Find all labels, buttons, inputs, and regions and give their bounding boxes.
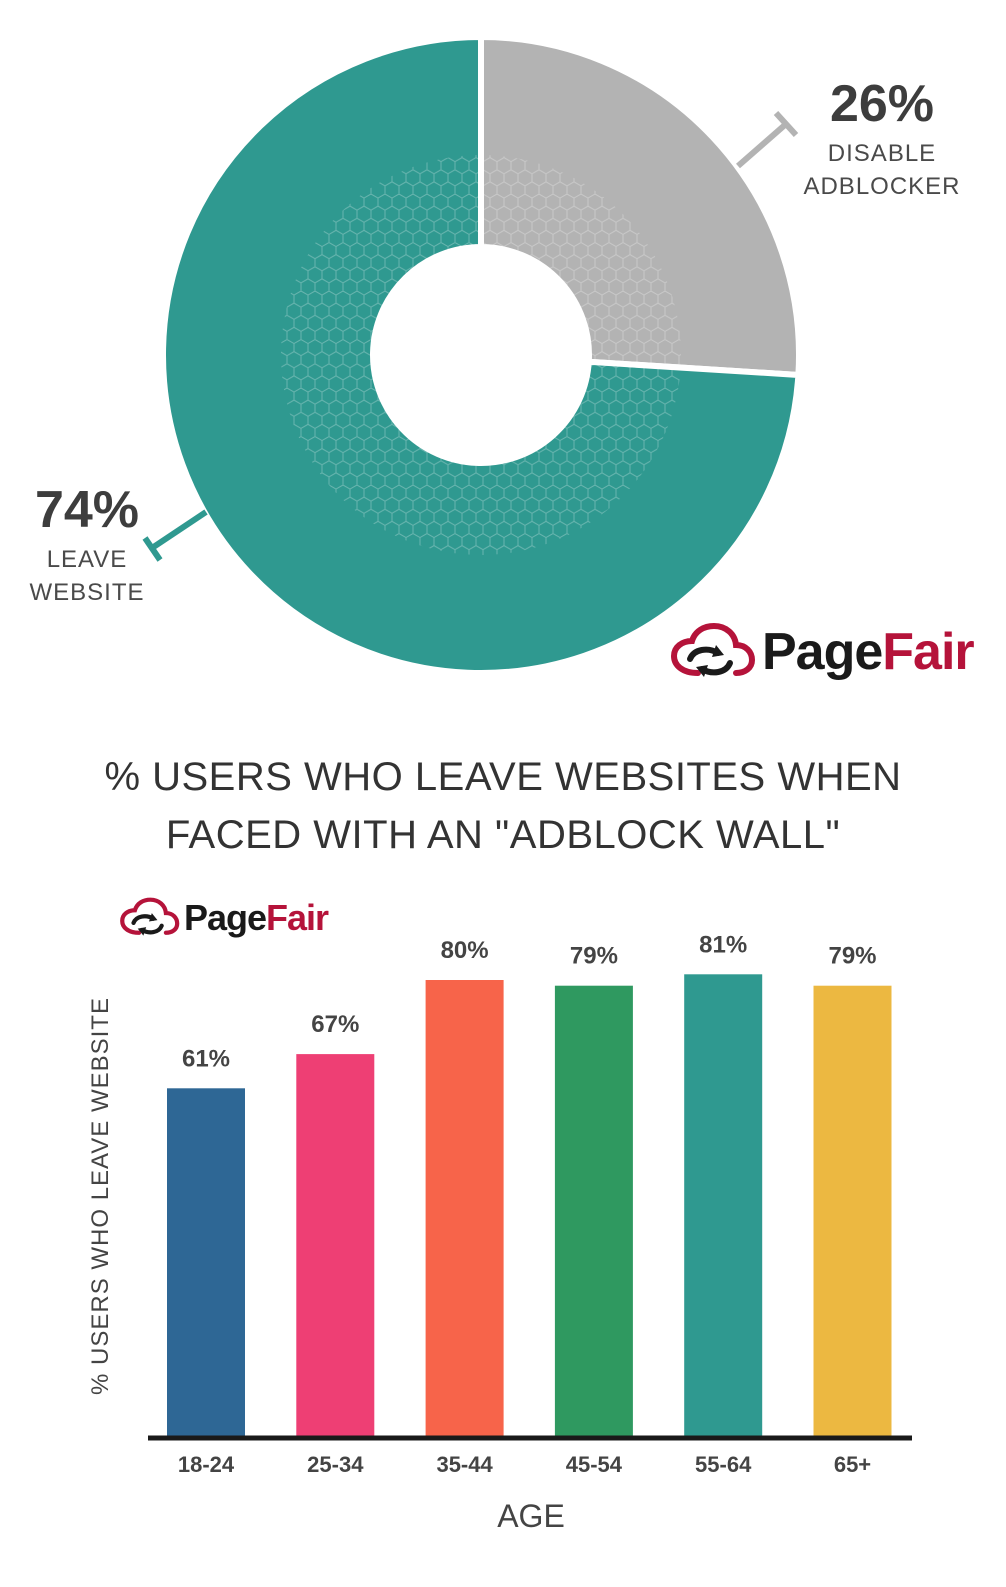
bar-chart-title-line-1: % USERS WHO LEAVE WEBSITES WHEN bbox=[104, 755, 902, 799]
x-tick-label-35-44: 35-44 bbox=[436, 1452, 493, 1477]
bar-45-54 bbox=[554, 985, 633, 1436]
bar-value-label-55-64: 81% bbox=[699, 931, 747, 958]
x-tick-label-55-64: 55-64 bbox=[695, 1452, 752, 1477]
x-tick-label-65+: 65+ bbox=[834, 1452, 871, 1477]
callout-line-leave bbox=[150, 509, 208, 551]
bar-65+ bbox=[813, 985, 892, 1436]
x-tick-label-45-54: 45-54 bbox=[566, 1452, 623, 1477]
bar-35-44 bbox=[425, 980, 504, 1436]
bar-chart-title: % USERS WHO LEAVE WEBSITES WHEN FACED WI… bbox=[0, 748, 1006, 864]
donut-slice-disable-adblocker bbox=[478, 33, 802, 379]
donut-chart bbox=[160, 33, 802, 676]
bar-value-label-45-54: 79% bbox=[570, 943, 618, 970]
y-axis-label: % USERS WHO LEAVE WEBSITE bbox=[87, 997, 114, 1395]
bar-18-24 bbox=[167, 1088, 245, 1436]
brand-word-fair: Fair bbox=[882, 623, 974, 681]
donut-callouts: 26% DISABLE ADBLOCKER 74% LEAVE WEBSITE bbox=[29, 75, 960, 606]
brand-word-page: Page bbox=[762, 623, 883, 681]
bar-chart: 61% 18-24 67% 25-34 80% 35-44 79% 45-54 81% 55-64… bbox=[87, 931, 912, 1534]
bar-value-label-35-44: 80% bbox=[441, 937, 489, 964]
callout-tick-leave bbox=[142, 536, 163, 562]
brand-word-page-small: Page bbox=[184, 897, 267, 938]
pagefair-cloud-icon bbox=[670, 623, 756, 677]
callout-label-disable-2: ADBLOCKER bbox=[803, 173, 960, 200]
pagefair-cloud-icon-small bbox=[120, 897, 180, 936]
bar-value-label-18-24: 61% bbox=[182, 1045, 230, 1072]
bar-25-34 bbox=[296, 1054, 375, 1436]
callout-leave-website: 74% LEAVE WEBSITE bbox=[29, 481, 208, 606]
bar-value-label-25-34: 67% bbox=[311, 1011, 359, 1038]
bar-value-label-65+: 79% bbox=[828, 943, 876, 970]
callout-label-leave-2: WEBSITE bbox=[29, 579, 144, 606]
callout-disable-adblocker: 26% DISABLE ADBLOCKER bbox=[736, 75, 960, 200]
donut-slice-texture-0 bbox=[482, 155, 681, 366]
callout-tick-disable bbox=[773, 110, 799, 138]
x-axis-label: AGE bbox=[497, 1498, 565, 1534]
callout-pct-disable: 26% bbox=[830, 75, 934, 133]
brand-logo-top: Page Fair bbox=[668, 622, 975, 682]
x-tick-label-18-24: 18-24 bbox=[178, 1452, 235, 1477]
callout-pct-leave: 74% bbox=[35, 481, 139, 539]
brand-logo-bar: Page Fair bbox=[118, 897, 329, 939]
bar-chart-title-line-2: FACED WITH AN "ADBLOCK WALL" bbox=[165, 813, 841, 857]
callout-line-disable bbox=[736, 121, 788, 169]
bar-55-64 bbox=[684, 974, 763, 1436]
donut-slice-texture-1 bbox=[280, 155, 681, 555]
brand-word-fair-small: Fair bbox=[266, 897, 329, 938]
callout-label-leave-1: LEAVE bbox=[47, 546, 128, 573]
donut-slice-leave-website bbox=[160, 33, 802, 676]
x-tick-label-25-34: 25-34 bbox=[307, 1452, 364, 1477]
callout-label-disable-1: DISABLE bbox=[828, 140, 936, 167]
